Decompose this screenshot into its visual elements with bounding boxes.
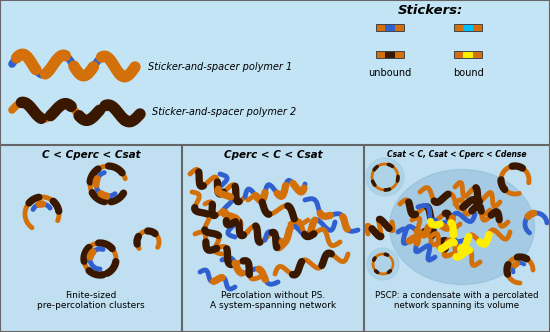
Text: Finite-sized
pre-percolation clusters: Finite-sized pre-percolation clusters	[37, 290, 145, 310]
FancyBboxPatch shape	[385, 50, 395, 57]
Ellipse shape	[389, 170, 535, 285]
FancyBboxPatch shape	[473, 50, 482, 57]
Text: Csat < C, Csat < Cperc < Cdense: Csat < C, Csat < Cperc < Cdense	[387, 150, 527, 159]
FancyBboxPatch shape	[0, 145, 182, 332]
Text: unbound: unbound	[368, 68, 411, 78]
FancyBboxPatch shape	[395, 50, 404, 57]
FancyBboxPatch shape	[463, 24, 473, 31]
Circle shape	[366, 158, 404, 196]
Text: C < Cperc < Csat: C < Cperc < Csat	[42, 150, 140, 160]
FancyBboxPatch shape	[364, 145, 550, 332]
Text: Percolation without PS.
A system-spanning network: Percolation without PS. A system-spannin…	[210, 290, 336, 310]
FancyBboxPatch shape	[463, 50, 473, 57]
FancyBboxPatch shape	[376, 24, 385, 31]
FancyBboxPatch shape	[395, 24, 404, 31]
FancyBboxPatch shape	[454, 50, 463, 57]
Text: Sticker-and-spacer polymer 1: Sticker-and-spacer polymer 1	[148, 62, 292, 72]
FancyBboxPatch shape	[0, 0, 550, 145]
Circle shape	[367, 248, 399, 280]
FancyBboxPatch shape	[385, 24, 395, 31]
FancyBboxPatch shape	[376, 50, 385, 57]
FancyBboxPatch shape	[454, 24, 463, 31]
Text: PSCP: a condensate with a percolated
network spanning its volume: PSCP: a condensate with a percolated net…	[375, 290, 539, 310]
Text: Sticker-and-spacer polymer 2: Sticker-and-spacer polymer 2	[152, 107, 296, 117]
FancyBboxPatch shape	[473, 24, 482, 31]
FancyBboxPatch shape	[182, 145, 364, 332]
Text: Cperc < C < Csat: Cperc < C < Csat	[224, 150, 322, 160]
Text: bound: bound	[453, 68, 483, 78]
Text: Stickers:: Stickers:	[397, 4, 463, 17]
